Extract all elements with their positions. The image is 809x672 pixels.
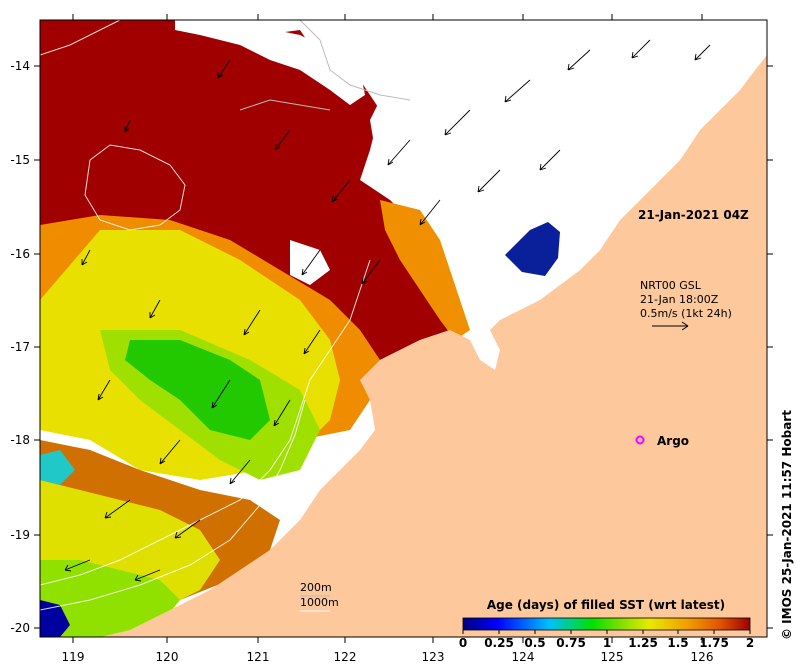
sst-region-cyan: [40, 450, 75, 485]
lat-tick-label: -17: [10, 340, 30, 354]
latitude-labels: -14 -15 -16 -17 -18 -19 -20: [10, 59, 30, 635]
colorbar-tick-label: 2: [746, 636, 754, 650]
isobath-1000m-label: 1000m: [300, 596, 339, 609]
lat-tick-label: -19: [10, 528, 30, 542]
lon-tick-label: 121: [247, 650, 270, 664]
lon-tick-label: 126: [691, 650, 714, 664]
lon-tick-label: 119: [62, 650, 85, 664]
map-frame: [39, 19, 768, 638]
sst-region-coast-orange: [380, 200, 470, 340]
colorbar-tick-label: 0.75: [556, 636, 586, 650]
colorbar-gradient: [462, 617, 751, 631]
isobath-lines-grey: [239, 20, 411, 111]
currents-model-label: NRT00 GSL: [640, 279, 702, 292]
imos-credit: © IMOS 25-Jan-2021 11:57 Hobart: [780, 410, 794, 640]
colorbar: Age (days) of filled SST (wrt latest) 0 …: [459, 598, 754, 650]
land-mass: [100, 20, 767, 637]
colorbar-title: Age (days) of filled SST (wrt latest): [487, 598, 725, 612]
sst-region-south-lightgreen: [40, 560, 180, 637]
colorbar-ticks: [462, 630, 751, 634]
colorbar-tick-label: 1.5: [667, 636, 688, 650]
sst-region-blue-sw: [40, 600, 70, 637]
colorbar-tick-label: 0.25: [484, 636, 514, 650]
lon-tick-label: 124: [512, 650, 535, 664]
longitude-labels: 119 120 121 122 123 124 125 126: [62, 650, 714, 664]
argo-float-marker[interactable]: [635, 435, 645, 445]
lon-tick-label: 122: [334, 650, 357, 664]
cloud-gap-mid: [290, 240, 330, 285]
sst-age-map: [40, 20, 767, 637]
lat-tick-label: -20: [10, 621, 30, 635]
currents-scale-label: 0.5m/s (1kt 24h): [640, 307, 732, 320]
colorbar-tick-label: 1.75: [699, 636, 729, 650]
lon-tick-label: 125: [601, 650, 624, 664]
lat-tick-label: -18: [10, 433, 30, 447]
colorbar-tick-label: 1: [603, 636, 611, 650]
isobath-200m-label: 200m: [300, 581, 332, 594]
lat-tick-label: -15: [10, 153, 30, 167]
currents-time-label: 21-Jan 18:00Z: [640, 293, 719, 306]
axis-ticks: [34, 14, 773, 643]
sst-region-green: [125, 340, 270, 440]
colorbar-tick-label: 0: [459, 636, 467, 650]
lon-tick-label: 123: [422, 650, 445, 664]
lon-tick-label: 120: [156, 650, 179, 664]
currents-scale-arrow: [652, 321, 689, 331]
date-label: 21-Jan-2021 04Z: [638, 208, 749, 222]
sst-region-dark-blue-top: [505, 222, 560, 276]
argo-label: Argo: [657, 434, 689, 448]
colorbar-tick-label: 1.25: [628, 636, 658, 650]
lat-tick-label: -14: [10, 59, 30, 73]
colorbar-tick-label: 0.5: [524, 636, 545, 650]
lat-tick-label: -16: [10, 247, 30, 261]
surface-current-arrows: [64, 39, 711, 582]
cloud-gap-coast: [370, 20, 767, 300]
isobath-lines: [40, 20, 371, 611]
